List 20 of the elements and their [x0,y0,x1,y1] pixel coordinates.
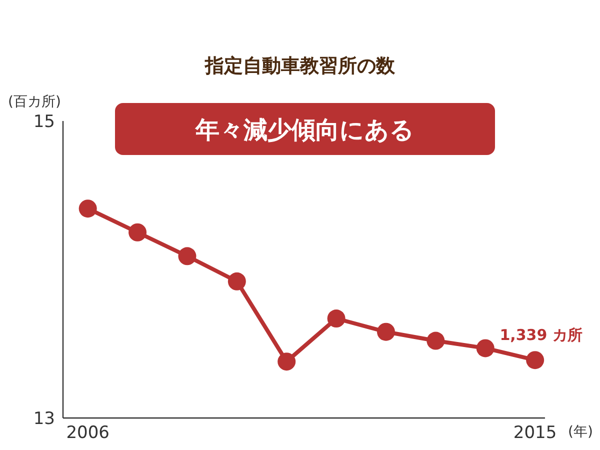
y-axis-title: (百カ所) [8,94,61,110]
point [376,322,395,341]
point [228,272,246,290]
point [526,351,544,370]
picture-banner: 年々減少傾向にある [115,103,495,155]
point [178,247,196,266]
point [78,200,97,218]
point [426,332,445,350]
x-tick-label: 2006 [66,423,110,443]
y-tick-label: 15 [33,112,55,132]
y-tick-label: 13 [33,409,55,429]
point [327,310,346,328]
point [278,352,296,371]
annotation: 1,339 カ所 [500,326,582,344]
annotation: 年々減少傾向にある [194,116,414,144]
x-axis-title: (年) [568,424,593,440]
point [476,339,494,358]
point [128,223,147,242]
x-tick-label: 2015 [513,423,557,443]
chart-title: 指定自動車教習所の数 [204,55,396,77]
